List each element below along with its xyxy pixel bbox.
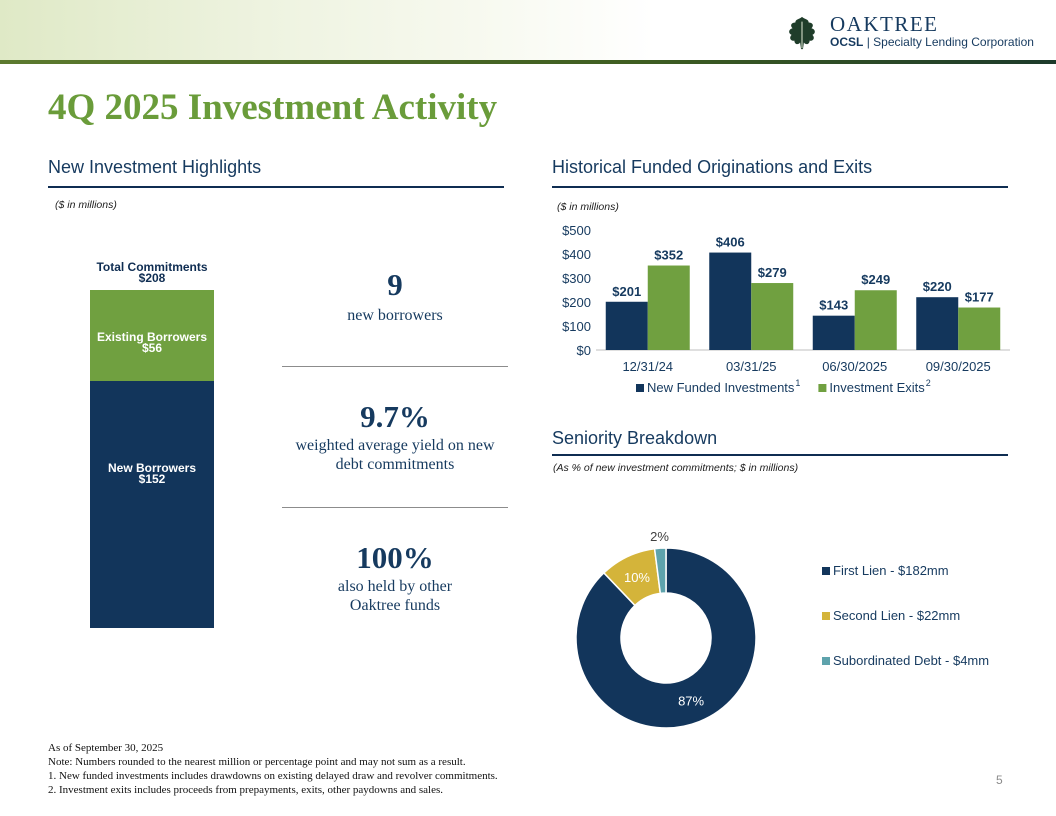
total-commitments-title: Total Commitments (96, 260, 208, 274)
stat-divider (282, 366, 508, 367)
footnote-1: 1. New funded investments includes drawd… (48, 770, 498, 782)
donut-chart-seniority: 87% 10% 2% First Lien - $182mm Second Lien -… (575, 529, 989, 729)
stat-caption-line-2: debt commitments (335, 456, 455, 473)
legend-label: Subordinated Debt - $4mm (833, 653, 989, 668)
stat-value: 9.7% (360, 399, 430, 434)
bar-value-label: $220 (923, 279, 952, 294)
total-commitments-label: Total Commitments $208 (90, 260, 214, 285)
bar-value-label: $249 (861, 272, 890, 287)
legend-swatch (822, 612, 830, 620)
bar-value-label: $406 (716, 235, 745, 250)
stack-segment-new-borrowers: New Borrowers $152 (90, 381, 214, 628)
bar (605, 301, 648, 350)
brand-ticker: OCSL (830, 35, 864, 49)
footnote-2: 2. Investment exits includes proceeds fr… (48, 784, 443, 796)
section-heading-seniority: Seniority Breakdown (552, 428, 718, 448)
legend-label: First Lien - $182mm (833, 563, 949, 578)
legend-swatch (822, 657, 830, 665)
bar (709, 252, 752, 350)
stat-value: 9 (387, 267, 403, 302)
slice-percent-label: 10% (624, 570, 650, 585)
new-borrowers-value: $152 (138, 472, 166, 486)
stat-divider (282, 507, 508, 508)
units-note-bar-chart: ($ in millions) (557, 201, 619, 213)
units-note-seniority: (As % of new investment commitments; $ i… (553, 462, 799, 474)
x-tick-label: 06/30/2025 (822, 359, 887, 374)
section-rule-originations (552, 186, 1008, 188)
legend-superscript: 2 (926, 378, 931, 388)
stack-segment-existing-borrowers: Existing Borrowers $56 (90, 290, 214, 381)
total-commitments-value: $208 (138, 271, 166, 285)
section-heading-highlights: New Investment Highlights (48, 157, 262, 177)
existing-borrowers-label: Existing Borrowers $56 (90, 330, 214, 355)
stat-value: 100% (356, 540, 434, 575)
y-tick-label: $0 (577, 343, 591, 358)
stat-caption-line-1: weighted average yield on new (295, 437, 495, 454)
bar (812, 315, 855, 350)
bar (854, 290, 897, 350)
new-borrowers-label: New Borrowers $152 (90, 461, 214, 486)
bar-value-label: $201 (612, 284, 641, 299)
stat-oaktree-funds: 100% also held by other Oaktree funds (282, 541, 508, 615)
legend-label: Second Lien - $22mm (833, 608, 960, 623)
existing-borrowers-value: $56 (141, 341, 163, 355)
bar-value-label: $352 (654, 248, 683, 263)
bar (647, 265, 690, 350)
legend-label: Investment Exits (829, 380, 925, 395)
legend-swatch (818, 384, 827, 392)
existing-borrowers-title: Existing Borrowers (96, 330, 208, 344)
legend-superscript: 1 (795, 378, 800, 388)
section-rule-seniority (552, 454, 1008, 456)
stat-new-borrowers: 9 new borrowers (282, 268, 508, 325)
stat-caption: new borrowers (347, 307, 443, 324)
new-borrowers-title: New Borrowers (107, 461, 197, 475)
y-tick-label: $100 (562, 319, 591, 334)
footnotes: As of September 30, 2025 Note: Numbers r… (48, 741, 498, 797)
legend-swatch (822, 567, 830, 575)
stat-weighted-yield: 9.7% weighted average yield on new debt … (282, 400, 508, 474)
bar (958, 307, 1001, 350)
units-note-highlights: ($ in millions) (55, 199, 117, 211)
oak-leaf-icon (789, 16, 815, 50)
stat-caption-line-1: also held by other (337, 578, 453, 595)
y-tick-label: $300 (562, 271, 591, 286)
footnote-as-of: As of September 30, 2025 (48, 742, 164, 754)
y-tick-label: $200 (562, 295, 591, 310)
stat-caption-line-2: Oaktree funds (349, 597, 441, 614)
header-rule (0, 60, 1056, 64)
legend-label: New Funded Investments (647, 380, 795, 395)
section-rule-highlights (48, 186, 504, 188)
brand-separator: | (866, 35, 870, 49)
slice-percent-label: 2% (650, 529, 669, 544)
x-tick-label: 03/31/25 (726, 359, 777, 374)
bar-chart-funded-originations: ($ in millions) $0 $100 $200 $300 $400 $500 $20… (557, 201, 1010, 395)
slice-percent-label: 87% (678, 694, 704, 709)
bar-value-label: $143 (819, 298, 848, 313)
page-title: 4Q 2025 Investment Activity (48, 87, 498, 128)
legend-swatch (636, 384, 644, 392)
page-number: 5 (996, 773, 1003, 787)
donut-slice (575, 547, 757, 729)
bar-value-label: $177 (965, 290, 994, 305)
donut-slice (653, 547, 667, 595)
brand-subtitle: OCSL | Specialty Lending Corporation (830, 35, 1034, 49)
header-banner (0, 0, 1056, 62)
bar (751, 283, 794, 350)
x-tick-label: 09/30/2025 (926, 359, 991, 374)
bar-value-label: $279 (758, 265, 787, 280)
brand-name: OAKTREE (830, 12, 939, 36)
y-tick-label: $400 (562, 247, 591, 262)
brand-subtitle-text: Specialty Lending Corporation (873, 35, 1034, 49)
section-heading-originations: Historical Funded Originations and Exits (552, 157, 873, 177)
y-tick-label: $500 (562, 223, 591, 238)
bar (916, 297, 959, 350)
x-tick-label: 12/31/24 (622, 359, 673, 374)
footnote-rounding: Note: Numbers rounded to the nearest mil… (48, 756, 466, 768)
